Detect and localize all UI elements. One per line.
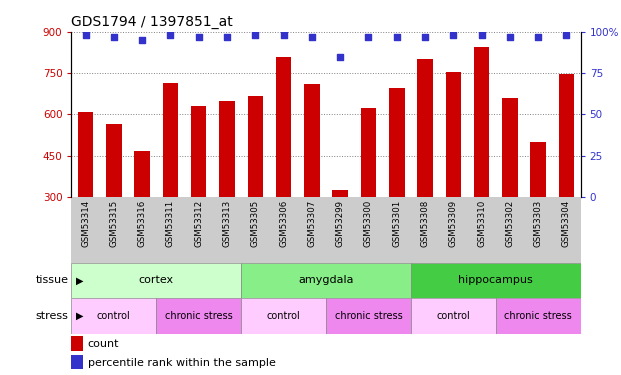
Text: chronic stress: chronic stress bbox=[335, 311, 402, 321]
Text: amygdala: amygdala bbox=[298, 275, 354, 285]
Point bbox=[109, 34, 119, 40]
Point bbox=[222, 34, 232, 40]
Text: control: control bbox=[97, 311, 131, 321]
Bar bbox=[71, 336, 83, 351]
Bar bbox=[241, 262, 411, 298]
Text: GSM53310: GSM53310 bbox=[477, 200, 486, 248]
Text: chronic stress: chronic stress bbox=[504, 311, 572, 321]
Bar bbox=[389, 88, 404, 279]
Bar bbox=[474, 47, 489, 279]
Text: GSM53301: GSM53301 bbox=[392, 200, 401, 248]
Bar bbox=[411, 298, 496, 334]
Point bbox=[137, 37, 147, 43]
Bar bbox=[417, 59, 433, 279]
Bar bbox=[276, 57, 291, 279]
Text: GSM53307: GSM53307 bbox=[307, 200, 316, 248]
Bar bbox=[559, 75, 574, 279]
Text: GSM53300: GSM53300 bbox=[364, 200, 373, 248]
Bar bbox=[219, 100, 235, 279]
Text: GSM53309: GSM53309 bbox=[449, 200, 458, 247]
Bar bbox=[332, 190, 348, 279]
Bar bbox=[496, 298, 581, 334]
Text: percentile rank within the sample: percentile rank within the sample bbox=[88, 358, 276, 368]
Text: GSM53306: GSM53306 bbox=[279, 200, 288, 248]
Point bbox=[307, 34, 317, 40]
Text: stress: stress bbox=[35, 311, 68, 321]
Text: GSM53304: GSM53304 bbox=[562, 200, 571, 248]
Text: GSM53313: GSM53313 bbox=[222, 200, 232, 248]
Text: GSM53305: GSM53305 bbox=[251, 200, 260, 248]
Bar bbox=[411, 262, 581, 298]
Text: GSM53314: GSM53314 bbox=[81, 200, 90, 248]
Point bbox=[250, 32, 260, 38]
Bar bbox=[71, 298, 156, 334]
Point bbox=[477, 32, 487, 38]
Bar bbox=[445, 72, 461, 279]
Point bbox=[533, 34, 543, 40]
Text: control: control bbox=[266, 311, 301, 321]
Text: chronic stress: chronic stress bbox=[165, 311, 233, 321]
Text: GSM53312: GSM53312 bbox=[194, 200, 203, 248]
Text: count: count bbox=[88, 339, 119, 349]
Bar bbox=[71, 355, 83, 369]
Text: GSM53303: GSM53303 bbox=[533, 200, 543, 248]
Point bbox=[81, 32, 91, 38]
Text: GDS1794 / 1397851_at: GDS1794 / 1397851_at bbox=[71, 15, 233, 30]
Bar bbox=[163, 83, 178, 279]
Point bbox=[165, 32, 175, 38]
Text: GSM53316: GSM53316 bbox=[138, 200, 147, 248]
Bar bbox=[78, 112, 93, 279]
Bar bbox=[106, 124, 122, 279]
Bar bbox=[191, 106, 207, 279]
Text: tissue: tissue bbox=[35, 275, 68, 285]
Point bbox=[392, 34, 402, 40]
Bar bbox=[156, 298, 241, 334]
Text: ▶: ▶ bbox=[76, 275, 84, 285]
Text: cortex: cortex bbox=[138, 275, 174, 285]
Bar bbox=[241, 298, 326, 334]
Bar bbox=[326, 298, 411, 334]
Point bbox=[448, 32, 458, 38]
Text: ▶: ▶ bbox=[76, 311, 84, 321]
Point bbox=[363, 34, 373, 40]
Point bbox=[194, 34, 204, 40]
Text: GSM53299: GSM53299 bbox=[336, 200, 345, 247]
Bar bbox=[248, 96, 263, 279]
Point bbox=[561, 32, 571, 38]
Bar bbox=[530, 142, 546, 279]
Point bbox=[279, 32, 289, 38]
Bar bbox=[502, 98, 518, 279]
Text: GSM53311: GSM53311 bbox=[166, 200, 175, 248]
Text: hippocampus: hippocampus bbox=[458, 275, 533, 285]
Point bbox=[420, 34, 430, 40]
Text: GSM53302: GSM53302 bbox=[505, 200, 514, 248]
Point bbox=[505, 34, 515, 40]
Bar bbox=[304, 84, 320, 279]
Point bbox=[335, 54, 345, 60]
Bar bbox=[71, 262, 241, 298]
Text: GSM53315: GSM53315 bbox=[109, 200, 119, 248]
Text: GSM53308: GSM53308 bbox=[420, 200, 430, 248]
Bar bbox=[361, 108, 376, 279]
Text: control: control bbox=[437, 311, 470, 321]
Bar bbox=[134, 151, 150, 279]
